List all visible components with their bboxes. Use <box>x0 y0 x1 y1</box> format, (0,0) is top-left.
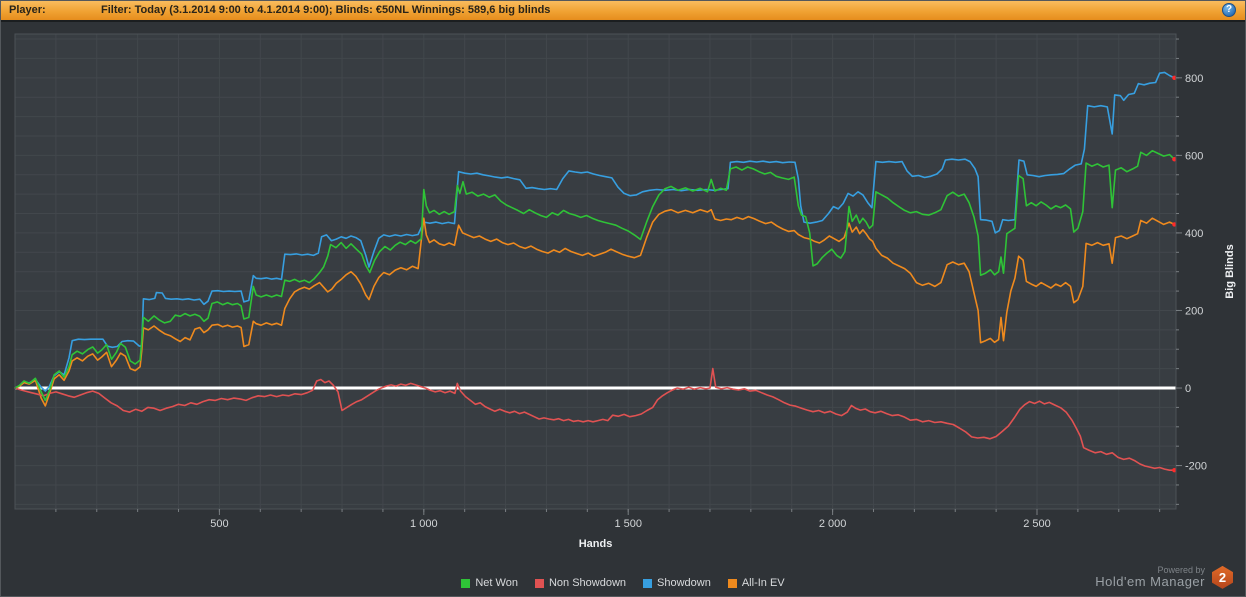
svg-text:1 500: 1 500 <box>614 518 642 530</box>
hm2-logo-number: 2 <box>1218 569 1227 585</box>
legend-label: Net Won <box>475 577 518 589</box>
legend-item-net-won: Net Won <box>461 577 518 589</box>
legend-item-non-showdown: Non Showdown <box>534 577 627 589</box>
powered-by-text: Powered by <box>1157 564 1205 575</box>
legend-swatch-icon <box>534 578 544 588</box>
svg-text:Hands: Hands <box>579 538 613 550</box>
svg-text:800: 800 <box>1185 73 1203 85</box>
legend-swatch-icon <box>727 578 737 588</box>
top-bar: Player: Filter: Today (3.1.2014 9:00 to … <box>1 1 1245 22</box>
help-icon[interactable]: ? <box>1222 3 1236 17</box>
filter-summary: Filter: Today (3.1.2014 9:00 to 4.1.2014… <box>101 4 551 16</box>
winnings-graph: 500 1 000 1 500 2 000 2 500 -200 0 200 400 600 800… <box>14 33 1236 550</box>
legend-label: Non Showdown <box>548 577 627 589</box>
svg-text:500: 500 <box>210 518 228 530</box>
svg-text:1 000: 1 000 <box>410 518 438 530</box>
brand-name: Hold'em Manager <box>1095 574 1205 590</box>
player-label: Player: <box>9 4 46 16</box>
svg-text:200: 200 <box>1185 305 1203 317</box>
svg-text:400: 400 <box>1185 228 1203 240</box>
svg-text:-200: -200 <box>1185 461 1207 473</box>
brand-text: Powered by Hold'em Manager <box>1095 565 1205 590</box>
legend-label: Showdown <box>657 577 711 589</box>
legend-item-showdown: Showdown <box>643 577 711 589</box>
chart-legend: Net Won Non Showdown Showdown All-In EV <box>1 577 1245 589</box>
hm2-logo-icon: 2 <box>1212 565 1233 589</box>
legend-label: All-In EV <box>741 577 785 589</box>
svg-text:Big Blinds: Big Blinds <box>1224 244 1236 298</box>
legend-swatch-icon <box>643 578 653 588</box>
svg-text:600: 600 <box>1185 150 1203 162</box>
svg-text:0: 0 <box>1185 383 1191 395</box>
legend-swatch-icon <box>461 578 471 588</box>
brand-footer: Powered by Hold'em Manager 2 <box>1095 565 1233 590</box>
svg-text:2 500: 2 500 <box>1023 518 1051 530</box>
legend-item-all-in-ev: All-In EV <box>727 577 785 589</box>
svg-text:2 000: 2 000 <box>819 518 847 530</box>
